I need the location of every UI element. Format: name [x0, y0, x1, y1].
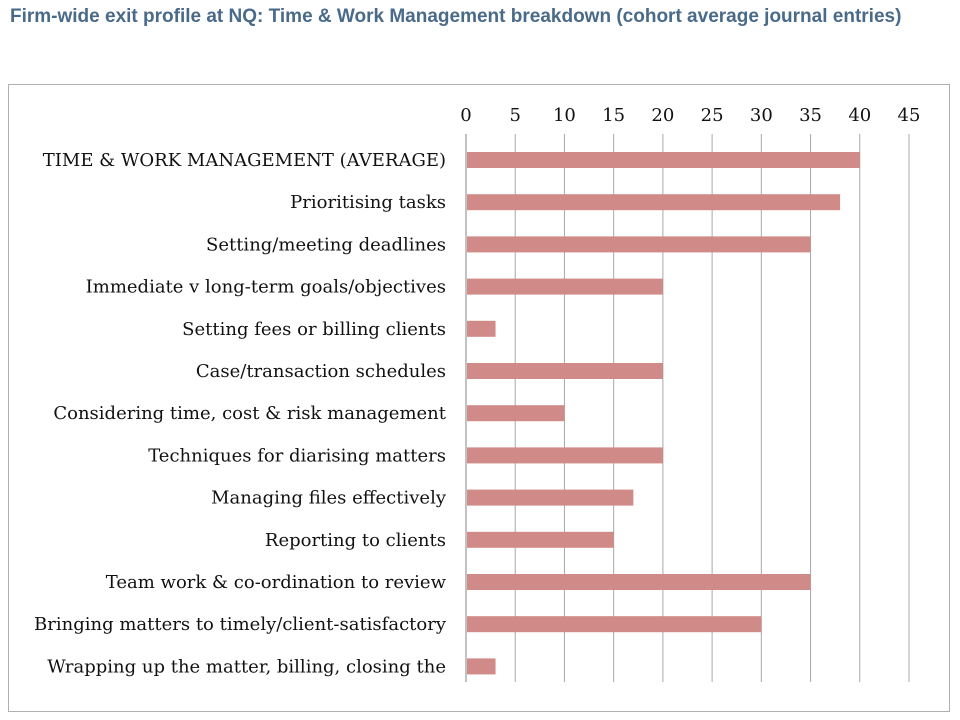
bar [467, 236, 811, 253]
chart-frame [8, 84, 950, 712]
x-tick-label: 30 [750, 105, 773, 126]
category-labels: TIME & WORK MANAGEMENT (AVERAGE) Prioriti… [34, 150, 447, 677]
bar [467, 278, 663, 295]
bar [467, 489, 634, 506]
bar [467, 447, 663, 464]
bar [467, 320, 496, 337]
x-tick-label: 35 [799, 105, 822, 126]
bar [467, 363, 663, 379]
category-label: Setting fees or billing clients [182, 319, 446, 340]
page-title: Firm-wide exit profile at NQ: Time & Wor… [10, 6, 902, 27]
bar [467, 152, 860, 168]
category-label: Prioritising tasks [290, 192, 446, 213]
category-label: Wrapping up the matter, billing, closing… [47, 656, 446, 677]
bar [467, 531, 614, 548]
category-label: Techniques for diarising matters [148, 445, 446, 466]
x-tick-label: 45 [898, 105, 921, 126]
bar [467, 574, 811, 590]
category-label: Considering time, cost & risk management [53, 403, 446, 424]
gridlines [465, 134, 910, 682]
x-tick-label: 20 [651, 105, 674, 126]
x-tick-label: 10 [553, 105, 576, 126]
bar [467, 658, 496, 675]
x-tick-label: 40 [848, 105, 871, 126]
x-axis-ticks: 0 5 10 15 20 25 30 35 40 45 [460, 105, 920, 126]
bars [467, 152, 860, 675]
category-label: Setting/meeting deadlines [206, 234, 446, 255]
x-tick-label: 15 [602, 105, 625, 126]
category-label: Immediate v long-term goals/objectives [86, 277, 446, 298]
category-label: TIME & WORK MANAGEMENT (AVERAGE) [43, 150, 446, 171]
bar [467, 194, 841, 211]
x-tick-label: 5 [509, 105, 520, 126]
x-tick-label: 25 [701, 105, 724, 126]
category-label: Team work & co-ordination to review [106, 572, 447, 593]
category-label: Case/transaction schedules [196, 361, 446, 382]
bar [467, 616, 762, 633]
bar [467, 405, 565, 422]
category-label: Reporting to clients [265, 530, 446, 551]
category-label: Managing files effectively [211, 488, 447, 509]
category-label: Bringing matters to timely/client-satisf… [34, 614, 447, 635]
x-tick-label: 0 [460, 105, 471, 126]
